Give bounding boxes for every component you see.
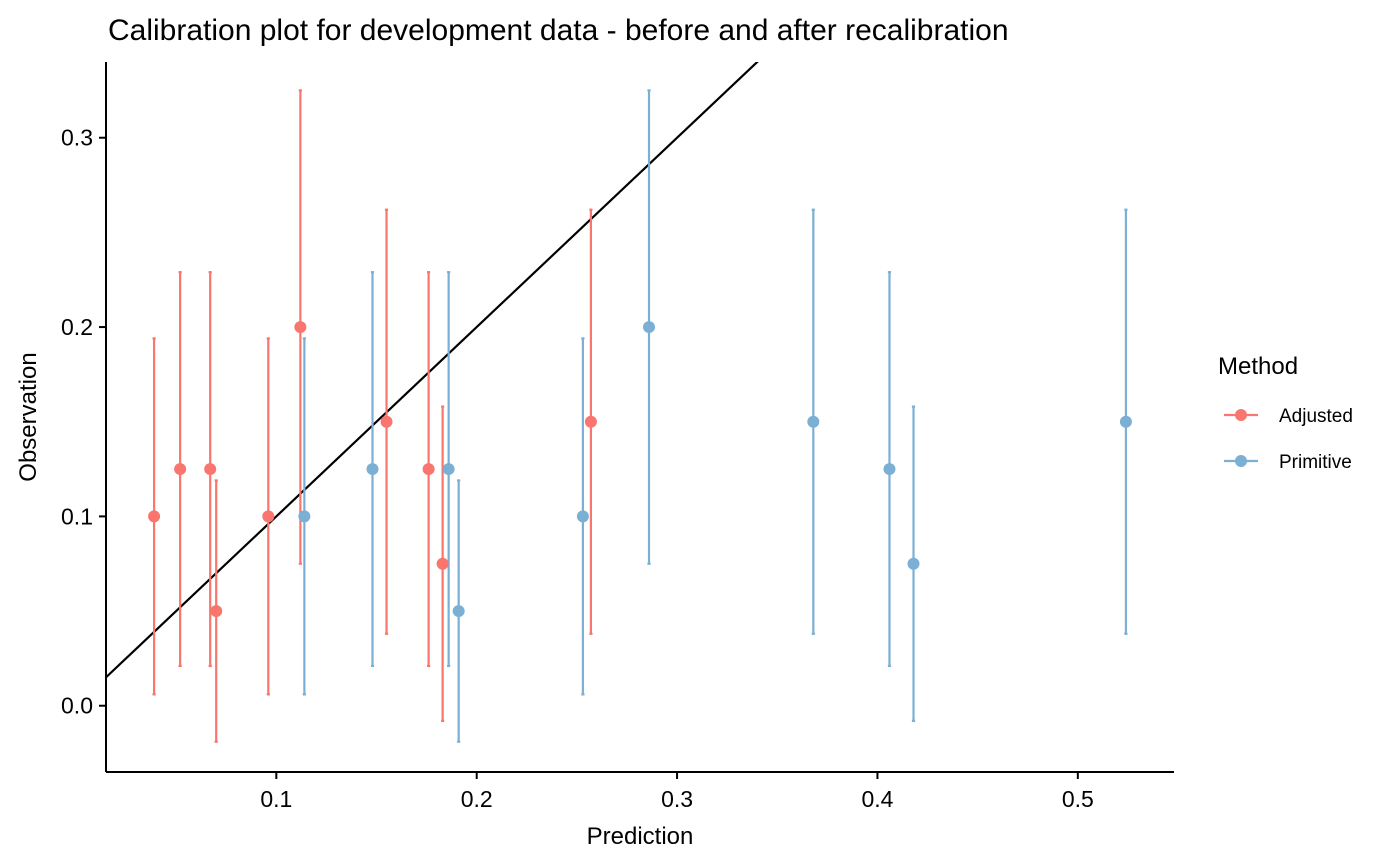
data-point (366, 463, 379, 476)
data-point (174, 463, 187, 476)
data-point (436, 557, 449, 570)
data-point (576, 510, 589, 523)
x-tick-label: 0.5 (1062, 786, 1094, 812)
data-point (380, 415, 393, 428)
y-tick-label: 0.3 (61, 125, 93, 151)
x-axis: 0.1 0.2 0.3 0.4 0.5 Prediction (106, 771, 1174, 850)
data-point (442, 463, 455, 476)
x-tick-label: 0.3 (661, 786, 693, 812)
legend-key-point (1235, 455, 1247, 467)
legend-label: Adjusted (1279, 406, 1353, 427)
data-point (210, 605, 223, 618)
data-point (204, 463, 217, 476)
legend-item: Primitive (1224, 452, 1352, 473)
y-tick-label: 0.0 (61, 693, 93, 719)
x-tick-label: 0.2 (461, 786, 493, 812)
y-axis-title: Observation (15, 352, 42, 481)
chart-title: Calibration plot for development data - … (108, 14, 1009, 47)
legend-title: Method (1218, 353, 1298, 380)
x-tick-label: 0.4 (861, 786, 893, 812)
reference-line (106, 62, 759, 679)
data-point (1119, 415, 1132, 428)
y-tick-label: 0.2 (61, 314, 93, 340)
data-point (907, 557, 920, 570)
legend-label: Primitive (1279, 452, 1352, 473)
y-axis: 0.0 0.1 0.2 0.3 Observation (15, 62, 107, 772)
legend-item: Adjusted (1224, 406, 1353, 427)
plot-area (106, 62, 1132, 743)
data-point (148, 510, 161, 523)
x-tick-label: 0.1 (260, 786, 292, 812)
legend-key-point (1235, 409, 1247, 421)
data-point (643, 321, 656, 334)
data-point (294, 321, 307, 334)
data-point (422, 463, 435, 476)
data-point (883, 463, 896, 476)
legend: Method Adjusted Primitive (1218, 353, 1353, 473)
data-point (298, 510, 311, 523)
data-point (452, 605, 465, 618)
x-axis-title: Prediction (587, 823, 694, 850)
y-tick-label: 0.1 (61, 503, 93, 529)
data-point (584, 415, 597, 428)
data-point (807, 415, 820, 428)
data-point (262, 510, 275, 523)
